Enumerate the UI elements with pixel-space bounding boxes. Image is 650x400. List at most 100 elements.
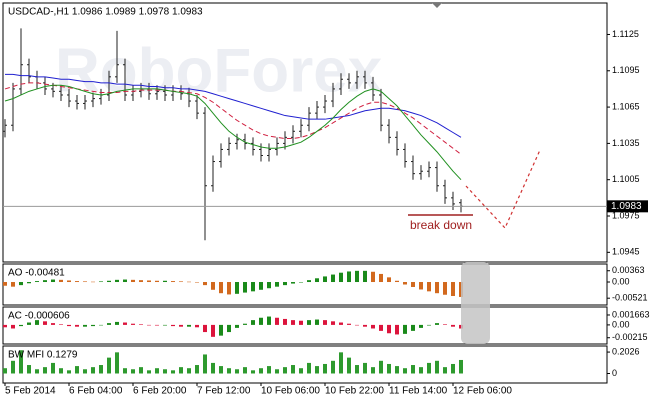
histogram-bar bbox=[379, 324, 383, 331]
y-tick-label: -0.00215 bbox=[612, 332, 648, 342]
histogram-bar bbox=[283, 318, 287, 325]
histogram-bar bbox=[91, 324, 95, 327]
y-tick-label: 0.2026 bbox=[612, 346, 640, 356]
histogram-bar bbox=[451, 363, 455, 374]
histogram-bar bbox=[83, 281, 87, 283]
y-tick-label: -0.00521 bbox=[612, 293, 648, 303]
moving-average bbox=[4, 82, 462, 155]
histogram-bar bbox=[91, 367, 95, 374]
histogram-bar bbox=[107, 280, 111, 283]
histogram-bar bbox=[435, 323, 439, 325]
histogram-bar bbox=[115, 321, 119, 325]
histogram-bar bbox=[11, 324, 15, 329]
histogram-bar bbox=[195, 282, 199, 283]
histogram-bar bbox=[307, 280, 311, 283]
y-tick-label: 1.1035 bbox=[612, 138, 640, 148]
histogram-bar bbox=[251, 370, 255, 374]
histogram-bar bbox=[411, 365, 415, 374]
histogram-bar bbox=[187, 324, 191, 327]
histogram-bar bbox=[419, 282, 423, 290]
histogram-bar bbox=[203, 282, 207, 286]
histogram-bar bbox=[27, 365, 31, 374]
histogram-bar bbox=[363, 362, 367, 374]
histogram-bar bbox=[387, 277, 391, 283]
x-tick-label: 11 Feb 14:00 bbox=[389, 386, 448, 397]
histogram-bar bbox=[51, 323, 55, 325]
histogram-bar bbox=[371, 367, 375, 374]
histogram-bar bbox=[339, 352, 343, 374]
histogram-bar bbox=[355, 270, 359, 283]
histogram-bar bbox=[51, 279, 55, 283]
histogram-bar bbox=[147, 370, 151, 374]
histogram-bar bbox=[395, 324, 399, 335]
x-tick-label: 5 Feb 2014 bbox=[5, 386, 56, 397]
histogram-bar bbox=[371, 271, 375, 283]
histogram-bar bbox=[411, 282, 415, 287]
histogram-bar bbox=[227, 368, 231, 374]
histogram-bar bbox=[179, 281, 183, 283]
histogram-bar bbox=[427, 362, 431, 374]
histogram-bar bbox=[203, 324, 207, 333]
histogram-bar bbox=[171, 281, 175, 283]
histogram-bar bbox=[3, 324, 7, 328]
histogram-bar bbox=[299, 282, 303, 283]
panel-title: AC -0.000606 bbox=[8, 311, 70, 322]
histogram-bar bbox=[267, 282, 271, 289]
histogram-bar bbox=[227, 282, 231, 295]
histogram-bar bbox=[339, 272, 343, 283]
histogram-bar bbox=[235, 369, 239, 374]
y-tick-label: 1.0975 bbox=[612, 210, 640, 220]
histogram-bar bbox=[139, 280, 143, 283]
histogram-bar bbox=[419, 324, 423, 328]
histogram-bar bbox=[299, 320, 303, 325]
histogram-bar bbox=[235, 324, 239, 328]
x-tick-label: 6 Feb 20:00 bbox=[133, 386, 187, 397]
histogram-bar bbox=[19, 350, 23, 374]
histogram-bar bbox=[59, 368, 63, 374]
y-tick-label: 0.001663 bbox=[612, 309, 650, 319]
histogram-bar bbox=[347, 323, 351, 325]
histogram-bar bbox=[379, 273, 383, 283]
histogram-bar bbox=[27, 282, 31, 284]
panel-title: USDCAD-,H1 1.0986 1.0989 1.0978 1.0983 bbox=[8, 7, 203, 18]
histogram-bar bbox=[27, 322, 31, 325]
histogram-bar bbox=[131, 369, 135, 374]
histogram-bar bbox=[107, 357, 111, 374]
histogram-bar bbox=[403, 282, 407, 285]
histogram-bar bbox=[419, 367, 423, 374]
panel-title: BW MFI 0.1279 bbox=[8, 350, 78, 361]
histogram-bar bbox=[459, 359, 463, 374]
y-tick-label: 0.00363 bbox=[612, 265, 645, 275]
x-tick-label: 6 Feb 04:00 bbox=[69, 386, 123, 397]
histogram-bar bbox=[195, 365, 199, 374]
histogram-bar bbox=[267, 366, 271, 374]
histogram-bar bbox=[59, 324, 63, 325]
histogram-bar bbox=[11, 282, 15, 287]
histogram-bar bbox=[219, 282, 223, 294]
y-tick-label: 0.00 bbox=[612, 319, 630, 329]
histogram-bar bbox=[403, 324, 407, 334]
panel-frame bbox=[2, 2, 608, 263]
histogram-bar bbox=[283, 367, 287, 374]
histogram-bar bbox=[363, 324, 367, 327]
histogram-bar bbox=[131, 279, 135, 283]
annotation: break down bbox=[410, 218, 472, 232]
histogram-bar bbox=[395, 280, 399, 283]
histogram-bar bbox=[331, 360, 335, 374]
histogram-bar bbox=[227, 324, 231, 333]
histogram-bar bbox=[259, 317, 263, 325]
y-tick-label: 0 bbox=[612, 368, 617, 378]
y-tick-label: 1.1125 bbox=[612, 29, 639, 39]
histogram-bar bbox=[411, 324, 415, 331]
x-tick-label: 7 Feb 12:00 bbox=[197, 386, 251, 397]
histogram-bar bbox=[115, 279, 119, 283]
histogram-bar bbox=[147, 324, 151, 326]
histogram-bar bbox=[243, 323, 247, 325]
scroll-overlay[interactable] bbox=[461, 262, 490, 344]
histogram-bar bbox=[19, 324, 23, 327]
histogram-bar bbox=[315, 278, 319, 283]
histogram-bar bbox=[67, 324, 71, 327]
histogram-bar bbox=[179, 324, 183, 327]
